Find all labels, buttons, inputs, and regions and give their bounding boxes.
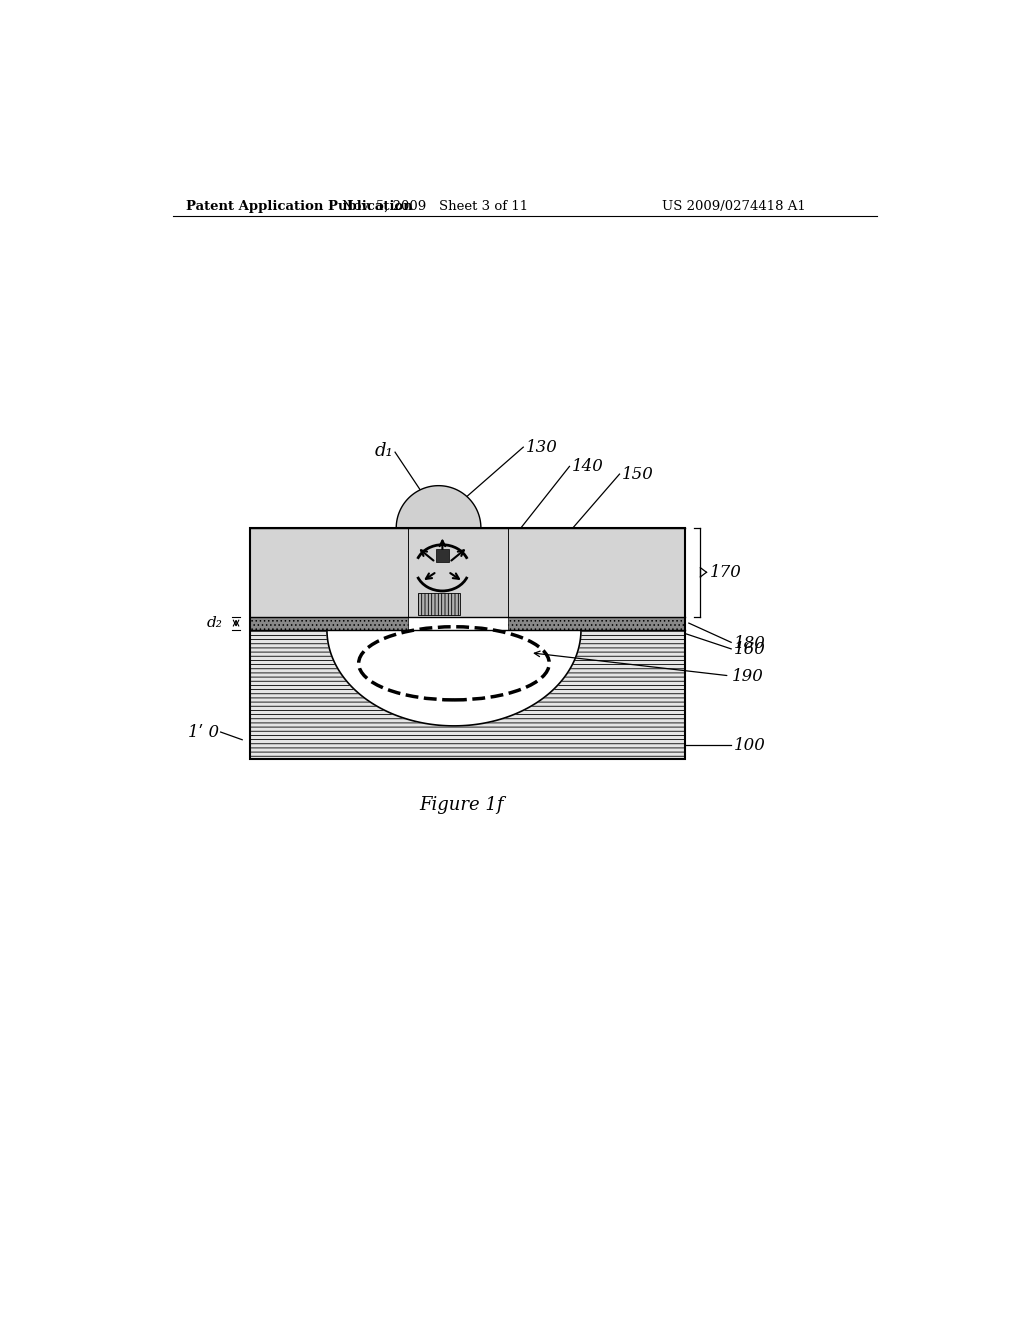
Bar: [250, 616, 408, 630]
Bar: [508, 616, 685, 630]
Polygon shape: [396, 486, 481, 528]
Text: Figure 1f: Figure 1f: [420, 796, 504, 814]
Text: Patent Application Publication: Patent Application Publication: [186, 199, 413, 213]
Text: 130: 130: [525, 438, 557, 455]
Text: 180: 180: [733, 635, 765, 652]
Text: d₁: d₁: [375, 442, 393, 459]
Bar: [436, 549, 449, 562]
Polygon shape: [327, 630, 581, 726]
Text: 100: 100: [733, 737, 765, 754]
Text: 190: 190: [732, 668, 764, 685]
Bar: [418, 594, 460, 615]
Text: 150: 150: [622, 466, 653, 483]
Text: d₂: d₂: [206, 616, 222, 630]
Text: 170: 170: [710, 564, 741, 581]
Bar: [508, 528, 685, 616]
Text: Nov. 5, 2009   Sheet 3 of 11: Nov. 5, 2009 Sheet 3 of 11: [342, 199, 527, 213]
Text: 1ʹ 0: 1ʹ 0: [188, 723, 219, 741]
Bar: [250, 528, 408, 616]
Text: 160: 160: [733, 642, 765, 659]
Text: 140: 140: [571, 458, 603, 475]
Bar: [250, 630, 685, 759]
Text: US 2009/0274418 A1: US 2009/0274418 A1: [662, 199, 806, 213]
Bar: [250, 528, 685, 759]
Bar: [408, 528, 508, 616]
